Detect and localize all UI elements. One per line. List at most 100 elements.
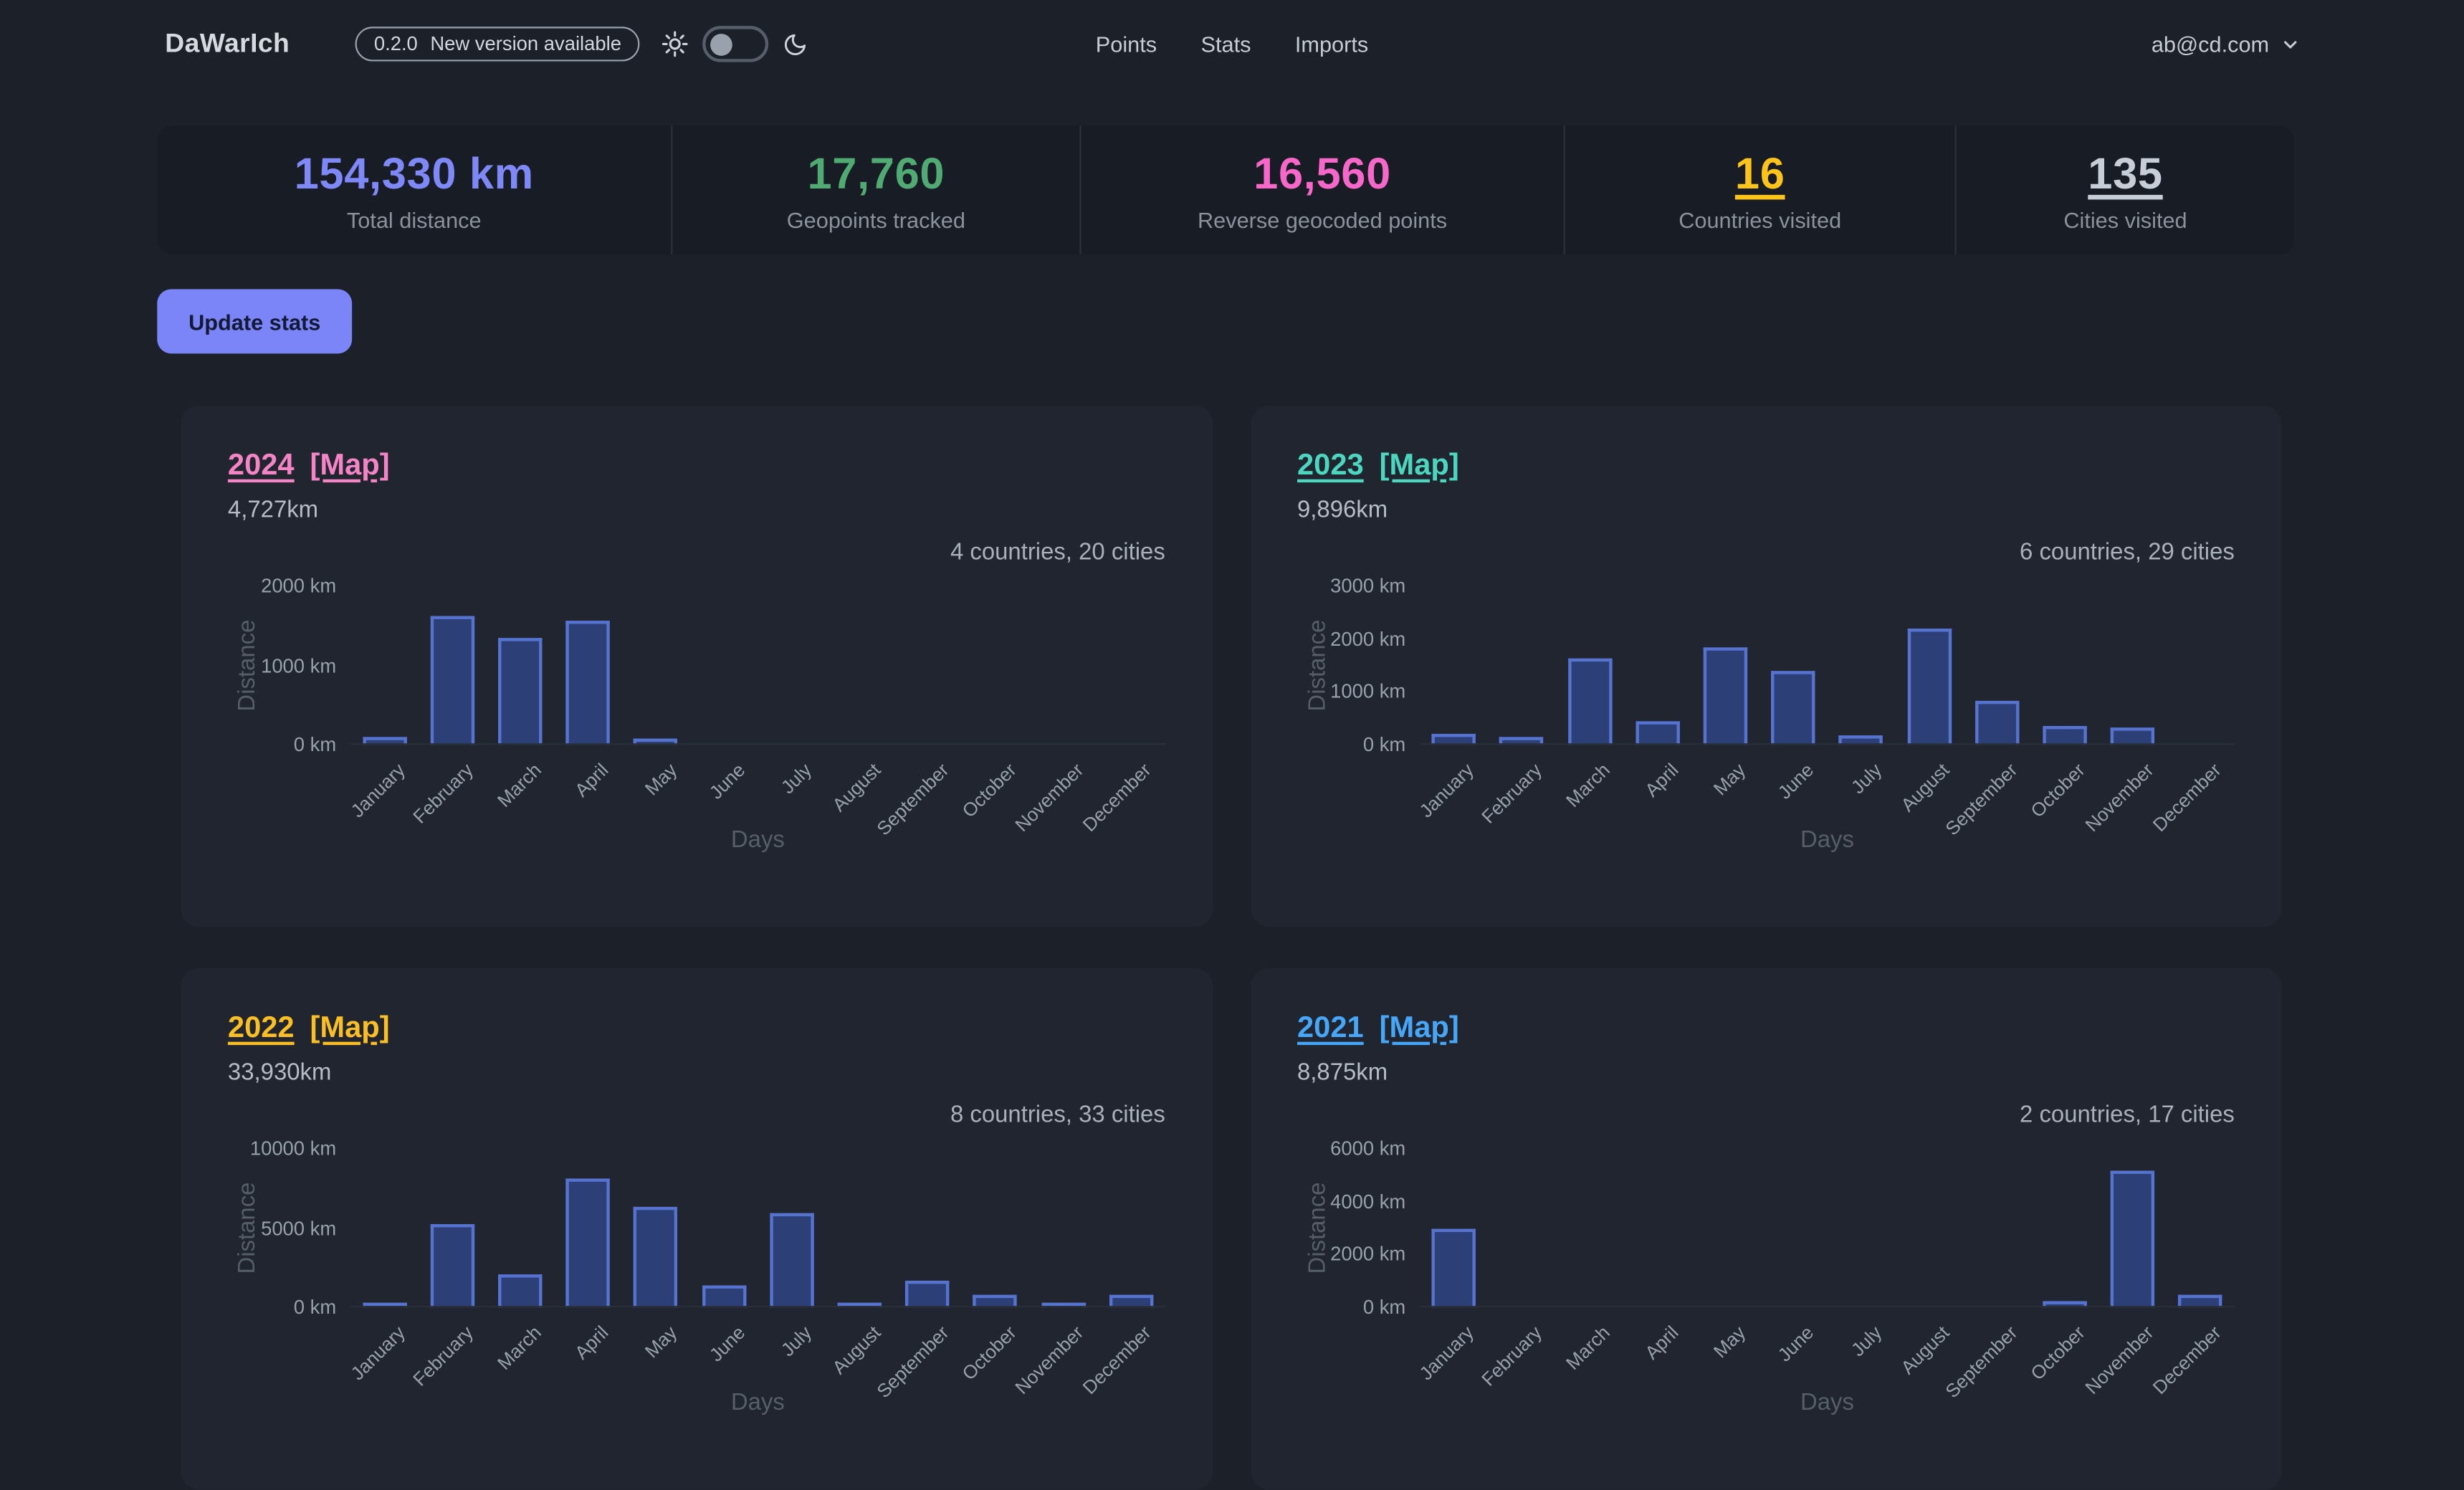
y-axis-tick: 4000 km: [1330, 1190, 1406, 1213]
bar-slot: [1097, 586, 1165, 745]
moon-icon: [783, 32, 808, 57]
x-label-slot: March: [1555, 745, 1623, 823]
x-label-slot: July: [758, 745, 826, 823]
bar-slot: [1827, 1149, 1895, 1307]
update-stats-button[interactable]: Update stats: [157, 289, 353, 354]
x-label-slot: December: [2149, 745, 2235, 836]
card-title: 2022 [Map]: [228, 1012, 1165, 1046]
bar-slot: [1488, 1149, 1556, 1307]
bar-october: [2043, 725, 2087, 745]
bar-slot: [894, 1149, 962, 1308]
x-label-slot: May: [1691, 745, 1759, 823]
x-axis-label: June: [1773, 1321, 1818, 1367]
x-axis-label: August: [1896, 1321, 1954, 1379]
map-link-2024[interactable]: [Map]: [310, 449, 390, 483]
chart-x-axis-title: Days: [1800, 1389, 1854, 1416]
x-axis-label: February: [1477, 759, 1547, 828]
stat-value: 154,330 km: [294, 148, 534, 198]
bar-october: [973, 1294, 1018, 1308]
year-link-2023[interactable]: 2023: [1297, 449, 1364, 483]
bar-august: [1906, 628, 1952, 745]
map-link-2023[interactable]: [Map]: [1379, 449, 1459, 483]
bar-november: [2110, 1170, 2155, 1308]
bar-slot: [419, 586, 487, 745]
x-axis-labels: January February March April May June July Augu…: [346, 1307, 1165, 1403]
bar-slot: [826, 586, 894, 745]
bar-slot: [1488, 586, 1556, 745]
bar-june: [702, 1284, 746, 1308]
nav-link-points[interactable]: Points: [1095, 31, 1157, 57]
bar-november: [1041, 1302, 1086, 1308]
bar-slot: [1759, 586, 1828, 745]
bar-february: [1499, 736, 1544, 745]
y-axis-tick: 0 km: [1362, 733, 1406, 756]
year-distance: 4,727km: [227, 496, 319, 524]
x-axis-label: July: [777, 759, 817, 798]
stat-value[interactable]: 16: [1734, 148, 1785, 198]
bar-april: [565, 621, 611, 745]
bar-slot: [894, 586, 962, 745]
x-axis-label: February: [408, 759, 477, 828]
main-nav: Points Stats Imports: [1096, 32, 1368, 57]
stat-label: Geopoints tracked: [786, 206, 965, 232]
chart-plot-area: 0 km 2000 km 4000 km 6000 km: [1330, 1137, 2235, 1319]
x-axis-label: May: [640, 1321, 682, 1362]
map-link-2022[interactable]: [Map]: [310, 1012, 390, 1046]
map-link-2021[interactable]: [Map]: [1379, 1012, 1459, 1046]
bar-september: [1974, 701, 2019, 745]
stat-value: 17,760: [807, 148, 945, 198]
bar-may: [634, 737, 678, 745]
bar-slot: [1691, 1149, 1759, 1307]
x-label-slot: April: [1623, 745, 1691, 823]
user-menu[interactable]: ab@cd.com: [2152, 32, 2301, 57]
x-axis-label: March: [492, 1321, 545, 1375]
x-axis-label: October: [2026, 1321, 2090, 1385]
stat-5: 135 Cities visited: [1954, 125, 2295, 255]
x-axis-label: October: [957, 1321, 1021, 1385]
bar-january: [362, 737, 406, 745]
nav-link-stats[interactable]: Stats: [1200, 31, 1251, 57]
bar-may: [634, 1207, 678, 1308]
card-title: 2024 [Map]: [228, 449, 1165, 484]
x-label-slot: April: [554, 1307, 622, 1386]
y-axis-tick: 6000 km: [1330, 1137, 1406, 1160]
stat-value[interactable]: 135: [2088, 148, 2163, 198]
x-axis-label: April: [1640, 759, 1683, 801]
x-axis-labels: January February March April May June July Augu…: [346, 745, 1165, 840]
top-navbar: DaWarIch 0.2.0 New version available: [0, 0, 2464, 88]
bar-september: [905, 1280, 950, 1308]
year-link-2024[interactable]: 2024: [227, 449, 295, 483]
bar-january: [1431, 734, 1476, 745]
bar-slot: [1420, 586, 1488, 745]
chart-plot-area: 0 km 1000 km 2000 km: [261, 575, 1165, 756]
version-badge[interactable]: 0.2.0 New version available: [355, 27, 641, 62]
year-link-2021[interactable]: 2021: [1297, 1012, 1364, 1046]
distance-chart-2022: Distance 0 km 5000 km 10000 km January Februa…: [228, 1137, 1165, 1416]
x-axis-label: January: [1415, 1321, 1479, 1385]
bar-slot: [486, 1149, 554, 1308]
x-label-slot: February: [409, 745, 487, 828]
bar-slot: [1029, 1149, 1097, 1308]
y-axis-tick: 10000 km: [249, 1137, 337, 1160]
year-distance: 8,875km: [1297, 1059, 1388, 1087]
y-axis-tick: 0 km: [1362, 1296, 1406, 1319]
card-title: 2023 [Map]: [1297, 449, 2235, 484]
x-axis-labels: January February March April May June July Augu…: [1415, 745, 2235, 840]
bar-february: [430, 1224, 474, 1308]
theme-toggle[interactable]: [702, 26, 769, 62]
year-summary: 8 countries, 33 cities: [950, 1102, 1165, 1129]
bar-slot: [1555, 586, 1623, 745]
x-label-slot: September: [872, 745, 962, 840]
bar-july: [769, 1213, 814, 1308]
x-label-slot: September: [872, 1307, 962, 1403]
x-label-slot: December: [1079, 1307, 1165, 1399]
bar-slot: [1963, 1149, 2031, 1307]
year-distance: 9,896km: [1297, 496, 1388, 524]
chart-plot-area: 0 km 5000 km 10000 km: [250, 1137, 1165, 1319]
year-link-2022[interactable]: 2022: [227, 1012, 295, 1046]
nav-link-imports[interactable]: Imports: [1294, 31, 1369, 57]
page: DaWarIch 0.2.0 New version available: [0, 0, 2464, 1416]
bar-november: [2110, 727, 2155, 745]
bar-slot: [622, 586, 690, 745]
bar-slot: [1555, 1149, 1623, 1307]
